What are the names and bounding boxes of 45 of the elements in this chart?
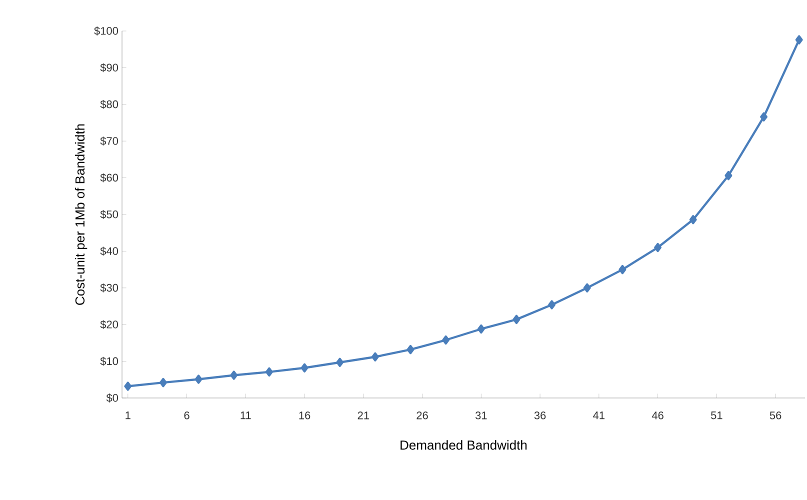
- point: [724, 170, 732, 180]
- y-tick-label: $70: [100, 136, 118, 146]
- x-tick-label: 21: [358, 412, 369, 420]
- y-tick-label: $60: [100, 173, 118, 182]
- point: [371, 352, 379, 362]
- point: [583, 283, 591, 292]
- y-axis-title: Cost-unit per 1Mb of Bandwidth: [75, 124, 88, 305]
- x-tick-label: 6: [184, 412, 190, 420]
- x-tick-label: 51: [711, 412, 722, 420]
- point: [618, 264, 626, 274]
- point: [336, 358, 344, 367]
- x-tick-label: 16: [299, 412, 310, 420]
- y-tick-label: $20: [100, 320, 118, 330]
- y-tick-label: $100: [94, 26, 118, 36]
- point: [230, 370, 238, 380]
- point: [300, 363, 308, 372]
- y-tick-label: $30: [100, 283, 118, 292]
- point: [124, 382, 132, 391]
- point: [265, 367, 273, 377]
- point: [548, 300, 556, 310]
- y-tick-label: $0: [106, 394, 118, 402]
- point: [477, 324, 485, 334]
- point: [512, 314, 520, 324]
- x-tick-label: 1: [126, 412, 130, 420]
- point: [795, 35, 803, 44]
- x-tick-label: 56: [770, 412, 782, 420]
- x-tick-label: 46: [652, 412, 664, 420]
- point: [159, 378, 167, 388]
- x-tick-label: 41: [593, 412, 604, 420]
- point: [654, 242, 662, 252]
- x-tick-label: 31: [475, 412, 487, 420]
- point: [406, 344, 414, 354]
- y-tick-label: $80: [100, 100, 118, 109]
- point: [442, 335, 450, 345]
- y-tick-label: $10: [100, 356, 118, 366]
- point: [689, 215, 697, 224]
- x-tick-label: 11: [240, 412, 251, 420]
- point: [194, 374, 202, 384]
- y-tick-label: $50: [100, 210, 118, 219]
- y-tick-label: $40: [100, 246, 118, 256]
- point: [760, 112, 768, 122]
- y-tick-label: $90: [100, 63, 118, 72]
- x-tick-label: 26: [416, 412, 428, 420]
- x-axis-title: Demanded Bandwidth: [400, 440, 527, 450]
- x-tick-label: 36: [534, 412, 546, 420]
